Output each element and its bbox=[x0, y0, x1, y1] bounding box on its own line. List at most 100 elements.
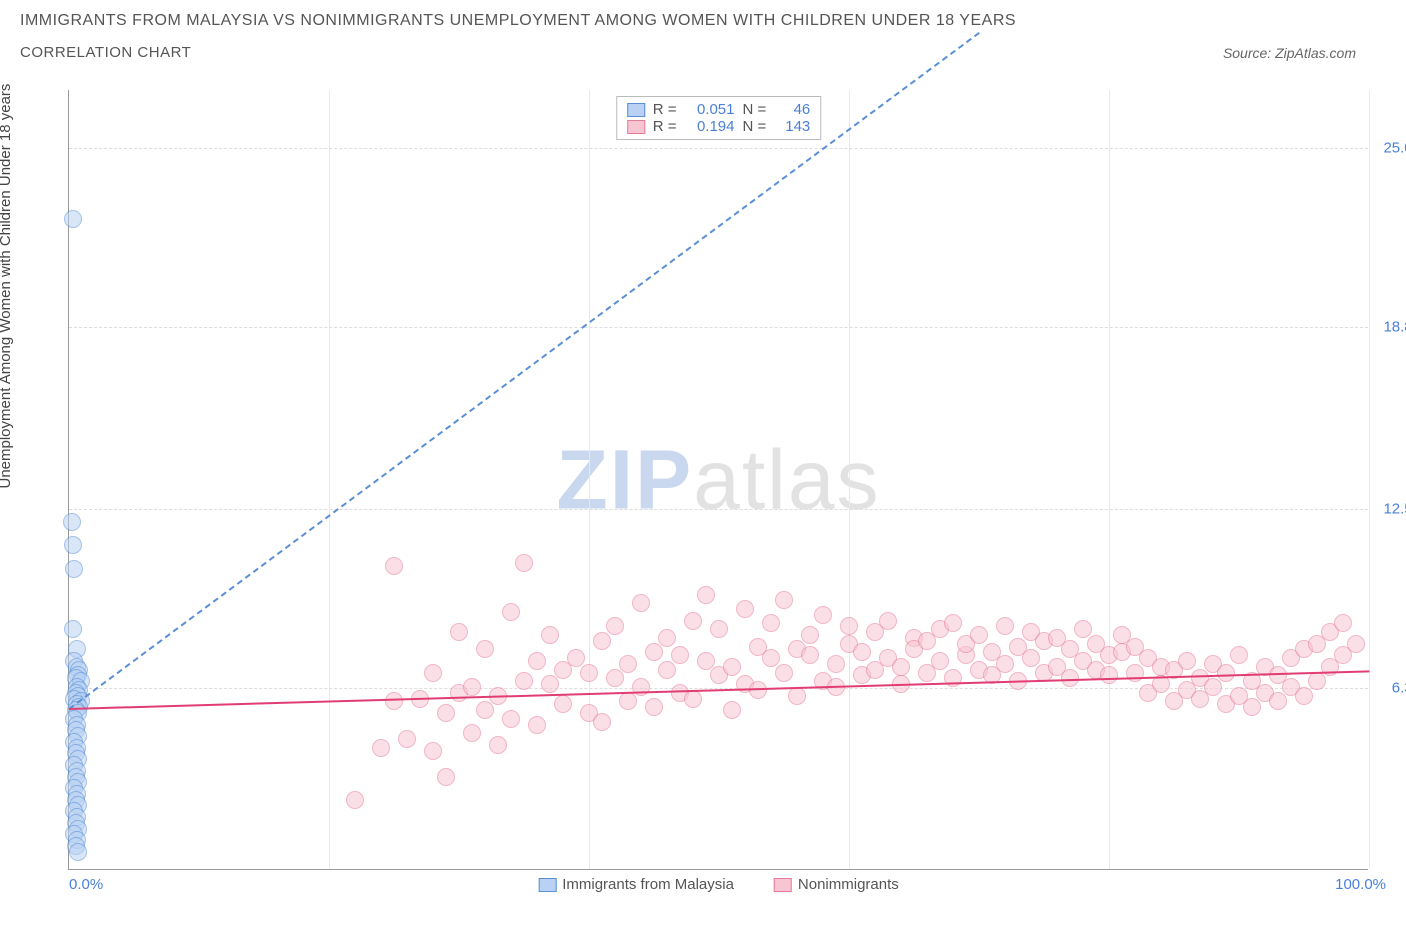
gridline-horizontal bbox=[69, 509, 1368, 510]
x-tick-max: 100.0% bbox=[1335, 876, 1386, 893]
header: IMMIGRANTS FROM MALAYSIA VS NONIMMIGRANT… bbox=[0, 0, 1406, 61]
n-value-b: 143 bbox=[774, 118, 810, 135]
data-point-b bbox=[606, 669, 624, 687]
n-label: N = bbox=[743, 101, 767, 118]
data-point-b bbox=[1100, 666, 1118, 684]
data-point-b bbox=[528, 716, 546, 734]
gridline-vertical bbox=[329, 90, 330, 869]
gridline-vertical bbox=[1109, 90, 1110, 869]
data-point-b bbox=[723, 701, 741, 719]
data-point-b bbox=[970, 626, 988, 644]
data-point-b bbox=[346, 791, 364, 809]
data-point-b bbox=[528, 652, 546, 670]
data-point-b bbox=[840, 617, 858, 635]
data-point-b bbox=[450, 623, 468, 641]
data-point-a bbox=[63, 513, 81, 531]
y-tick-label: 18.8% bbox=[1383, 318, 1406, 335]
gridline-horizontal bbox=[69, 148, 1368, 149]
legend-swatch-a bbox=[538, 878, 556, 892]
swatch-series-b bbox=[627, 120, 645, 134]
data-point-b bbox=[645, 698, 663, 716]
data-point-b bbox=[658, 661, 676, 679]
data-point-b bbox=[424, 742, 442, 760]
data-point-b bbox=[476, 640, 494, 658]
watermark-zip: ZIP bbox=[556, 432, 693, 526]
data-point-b bbox=[996, 617, 1014, 635]
data-point-b bbox=[788, 687, 806, 705]
r-label: R = bbox=[653, 101, 677, 118]
stats-row-a: R = 0.051 N = 46 bbox=[627, 101, 811, 118]
gridline-vertical bbox=[849, 90, 850, 869]
y-tick-label: 12.5% bbox=[1383, 500, 1406, 517]
data-point-b bbox=[697, 652, 715, 670]
chart-container: Unemployment Among Women with Children U… bbox=[20, 90, 1386, 910]
data-point-b bbox=[723, 658, 741, 676]
data-point-b bbox=[1178, 652, 1196, 670]
data-point-b bbox=[541, 675, 559, 693]
data-point-b bbox=[437, 704, 455, 722]
subtitle-row: CORRELATION CHART Source: ZipAtlas.com bbox=[20, 44, 1386, 61]
data-point-b bbox=[619, 692, 637, 710]
data-point-b bbox=[502, 710, 520, 728]
r-label-b: R = bbox=[653, 118, 677, 135]
legend-label-a: Immigrants from Malaysia bbox=[562, 876, 734, 893]
data-point-a bbox=[65, 560, 83, 578]
watermark: ZIPatlas bbox=[556, 431, 880, 528]
data-point-b bbox=[385, 557, 403, 575]
legend-label-b: Nonimmigrants bbox=[798, 876, 899, 893]
data-point-b bbox=[567, 649, 585, 667]
data-point-a bbox=[64, 536, 82, 554]
data-point-b bbox=[1269, 692, 1287, 710]
source-attribution: Source: ZipAtlas.com bbox=[1223, 45, 1386, 61]
data-point-b bbox=[801, 646, 819, 664]
r-value-a: 0.051 bbox=[685, 101, 735, 118]
data-point-a bbox=[64, 620, 82, 638]
swatch-series-a bbox=[627, 103, 645, 117]
y-tick-label: 6.3% bbox=[1392, 680, 1406, 697]
data-point-b bbox=[489, 736, 507, 754]
data-point-b bbox=[437, 768, 455, 786]
data-point-b bbox=[463, 724, 481, 742]
data-point-b bbox=[398, 730, 416, 748]
data-point-b bbox=[1230, 646, 1248, 664]
x-tick-min: 0.0% bbox=[69, 876, 103, 893]
data-point-b bbox=[853, 643, 871, 661]
data-point-b bbox=[775, 664, 793, 682]
data-point-b bbox=[814, 606, 832, 624]
data-point-b bbox=[476, 701, 494, 719]
data-point-b bbox=[801, 626, 819, 644]
plot-area: ZIPatlas 0.0% 100.0% R = 0.051 N = 46 R … bbox=[68, 90, 1368, 870]
data-point-b bbox=[762, 614, 780, 632]
y-axis-label: Unemployment Among Women with Children U… bbox=[0, 84, 14, 489]
n-value-a: 46 bbox=[774, 101, 810, 118]
data-point-b bbox=[632, 594, 650, 612]
y-tick-label: 25.0% bbox=[1383, 139, 1406, 156]
data-point-b bbox=[931, 652, 949, 670]
n-label-b: N = bbox=[743, 118, 767, 135]
data-point-b bbox=[463, 678, 481, 696]
data-point-b bbox=[671, 646, 689, 664]
data-point-b bbox=[1074, 620, 1092, 638]
data-point-a bbox=[64, 210, 82, 228]
data-point-b bbox=[385, 692, 403, 710]
data-point-b bbox=[619, 655, 637, 673]
data-point-b bbox=[1295, 687, 1313, 705]
r-value-b: 0.194 bbox=[685, 118, 735, 135]
chart-title: IMMIGRANTS FROM MALAYSIA VS NONIMMIGRANT… bbox=[20, 12, 1386, 30]
data-point-b bbox=[502, 603, 520, 621]
data-point-b bbox=[1204, 678, 1222, 696]
data-point-b bbox=[996, 655, 1014, 673]
data-point-b bbox=[593, 632, 611, 650]
data-point-b bbox=[944, 614, 962, 632]
data-point-a bbox=[69, 843, 87, 861]
legend-swatch-b bbox=[774, 878, 792, 892]
data-point-b bbox=[1308, 672, 1326, 690]
data-point-b bbox=[697, 586, 715, 604]
chart-subtitle: CORRELATION CHART bbox=[20, 44, 191, 61]
data-point-b bbox=[684, 690, 702, 708]
data-point-b bbox=[593, 713, 611, 731]
data-point-b bbox=[606, 617, 624, 635]
legend-item-b: Nonimmigrants bbox=[774, 876, 899, 893]
data-point-b bbox=[515, 554, 533, 572]
data-point-b bbox=[1022, 649, 1040, 667]
